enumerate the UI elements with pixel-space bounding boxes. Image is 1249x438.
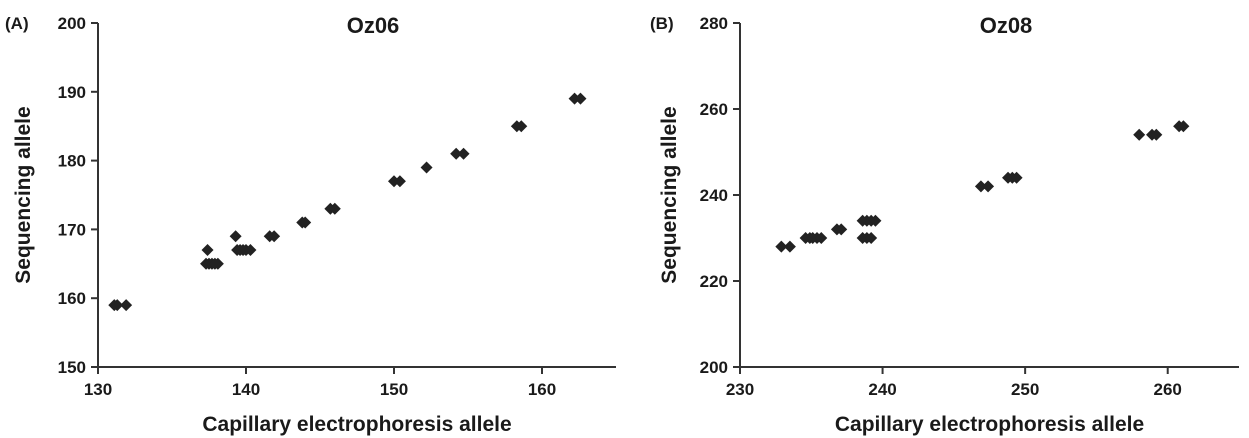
data-point: [111, 299, 124, 312]
x-tick-label: 240: [868, 380, 896, 399]
data-point: [1010, 171, 1023, 184]
data-point: [420, 161, 433, 174]
data-point: [393, 175, 406, 188]
panel-a-y-axis-title: Sequencing allele: [12, 106, 35, 283]
y-tick-label: 220: [700, 272, 728, 291]
y-tick-label: 180: [58, 152, 86, 171]
data-point: [120, 299, 133, 312]
panel-a-x-axis-title: Capillary electrophoresis allele: [202, 413, 511, 436]
data-point: [835, 223, 848, 236]
y-tick-label: 170: [58, 220, 86, 239]
y-tick-label: 150: [58, 358, 86, 377]
panel-b-label: (B): [650, 14, 674, 33]
x-tick-label: 150: [380, 380, 408, 399]
data-point: [457, 147, 470, 160]
data-point: [450, 147, 463, 160]
data-point: [982, 180, 995, 193]
data-point: [574, 92, 587, 105]
panel-b-x-axis-title: Capillary electrophoresis allele: [835, 413, 1144, 436]
panel-b-y-axis-title: Sequencing allele: [658, 106, 681, 283]
data-point: [1133, 128, 1146, 141]
y-tick-label: 160: [58, 289, 86, 308]
panel-a-title: Oz06: [347, 13, 400, 38]
x-tick-label: 160: [528, 380, 556, 399]
data-point: [515, 120, 528, 133]
data-point: [869, 214, 882, 227]
data-point: [1150, 128, 1163, 141]
data-point: [1177, 120, 1190, 133]
x-tick-label: 250: [1011, 380, 1039, 399]
y-tick-label: 190: [58, 83, 86, 102]
panel-a-label: (A): [5, 14, 29, 33]
y-tick-label: 280: [700, 14, 728, 33]
data-point: [299, 216, 312, 229]
data-point: [775, 240, 788, 253]
panel-b: (B) Oz08 Capillary electrophoresis allel…: [650, 13, 1239, 436]
data-point: [328, 202, 341, 215]
data-point: [815, 232, 828, 244]
x-tick-label: 260: [1154, 380, 1182, 399]
data-point: [229, 230, 242, 243]
panel-b-title: Oz08: [980, 13, 1033, 38]
x-tick-label: 140: [232, 380, 260, 399]
x-tick-label: 230: [726, 380, 754, 399]
y-tick-label: 260: [700, 100, 728, 119]
x-tick-label: 130: [84, 380, 112, 399]
data-point: [244, 244, 257, 257]
panel-a: (A) Oz06 Capillary electrophoresis allel…: [5, 13, 616, 436]
y-tick-label: 200: [58, 14, 86, 33]
y-tick-label: 240: [700, 186, 728, 205]
data-point: [268, 230, 281, 243]
y-tick-label: 200: [700, 358, 728, 377]
data-point: [783, 240, 796, 253]
data-point: [865, 232, 878, 244]
data-point: [201, 244, 214, 257]
data-point: [211, 257, 224, 270]
data-point: [974, 180, 987, 193]
